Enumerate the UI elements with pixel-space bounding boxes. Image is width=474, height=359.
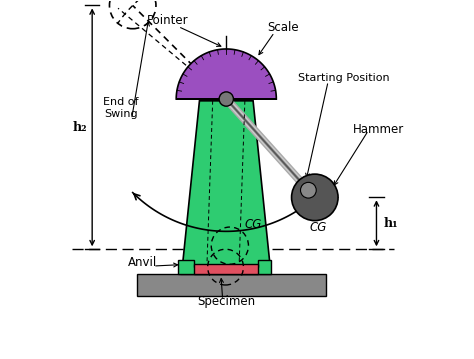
Circle shape — [219, 92, 233, 106]
Circle shape — [292, 174, 338, 221]
Text: End of
Swing: End of Swing — [103, 97, 138, 119]
Polygon shape — [182, 101, 271, 274]
Text: CG: CG — [245, 218, 262, 231]
Polygon shape — [194, 264, 258, 274]
Text: h₁: h₁ — [383, 217, 398, 230]
Circle shape — [301, 182, 316, 198]
Text: Hammer: Hammer — [353, 123, 404, 136]
Text: CG: CG — [310, 222, 327, 234]
Text: h₂: h₂ — [73, 121, 87, 134]
Text: Anvil: Anvil — [128, 256, 157, 269]
Polygon shape — [178, 260, 271, 274]
Text: Specimen: Specimen — [197, 295, 255, 308]
Text: Pointer: Pointer — [146, 14, 188, 27]
Text: Scale: Scale — [268, 21, 299, 34]
Polygon shape — [176, 49, 276, 99]
Text: Starting Position: Starting Position — [299, 73, 390, 83]
Polygon shape — [137, 274, 327, 296]
